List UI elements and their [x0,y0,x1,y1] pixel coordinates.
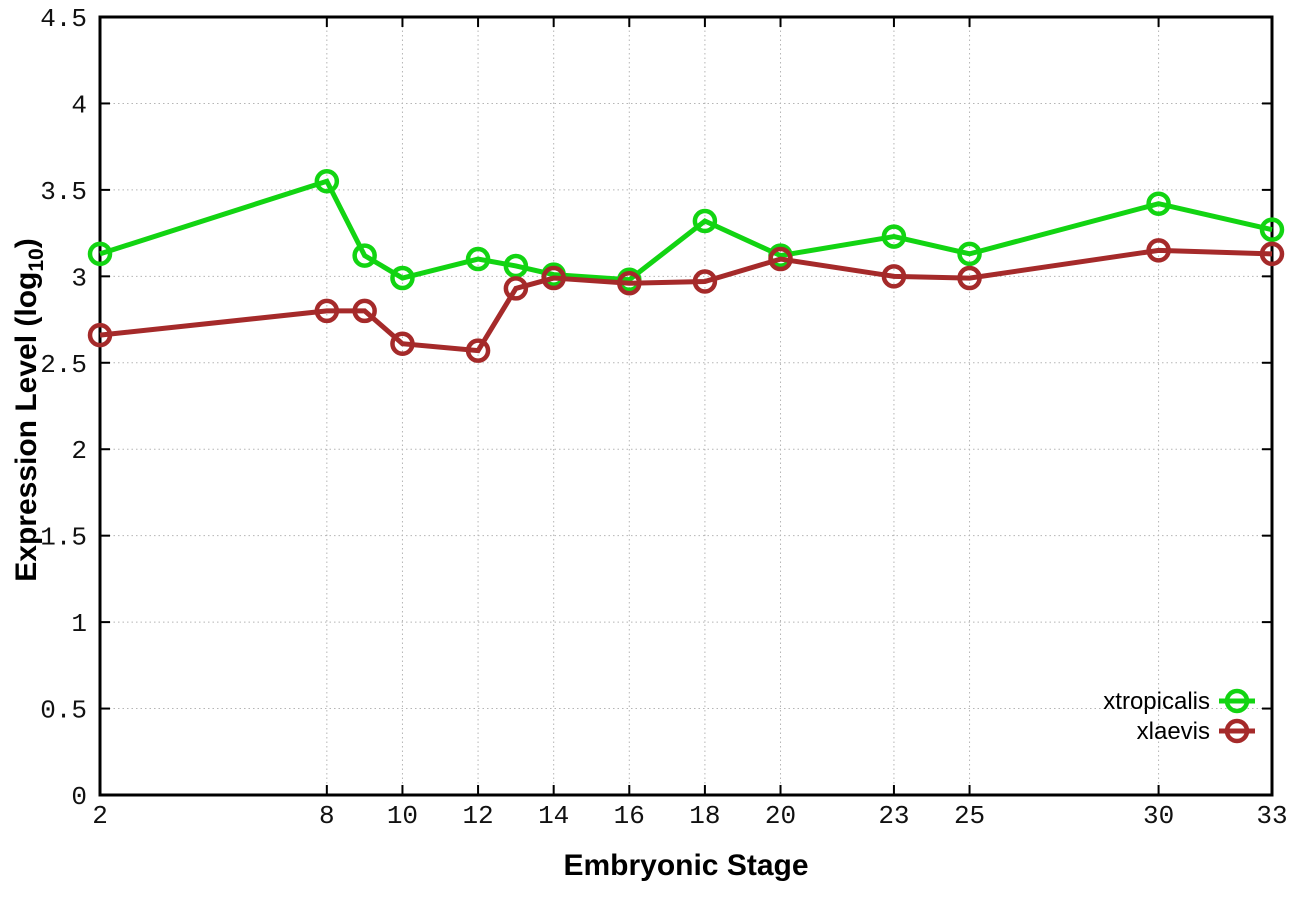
y-tick-label: 1 [71,609,87,639]
data-point-marker-xtropicalis [87,241,113,267]
data-point-marker-xlaevis [768,246,793,272]
data-point-marker-xlaevis [390,331,415,357]
x-axis-title: Embryonic Stage [563,849,809,882]
data-point-marker-xlaevis [503,276,529,301]
data-point-marker-xlaevis [314,298,340,324]
data-point-marker-xlaevis [881,264,907,289]
series-line-xlaevis [99,247,1273,354]
y-tick-label: 4.5 [40,4,87,34]
data-point-marker-xtropicalis [957,241,982,267]
data-point-marker-xlaevis [87,322,113,348]
y-tick-label: 0 [71,782,87,812]
y-axis-title: Expression Level (log10) [10,238,48,582]
x-tick-label: 23 [878,801,909,831]
y-tick-label: 3 [71,263,87,293]
legend-marker-xtropicalis [1224,688,1250,714]
y-axis-title-subscript: 10 [25,248,48,272]
y-axis-title-main: Expression Level (log [10,271,43,582]
data-point-marker-xlaevis [692,269,718,294]
data-point-marker-xtropicalis [465,246,491,272]
data-point-marker-xtropicalis [390,265,415,291]
plot-border [98,15,1274,797]
data-point-marker-xlaevis [352,298,377,324]
data-point-marker-xtropicalis [692,208,718,234]
y-tick-label: 3.5 [40,177,87,207]
data-point-marker-xtropicalis [1259,217,1285,242]
data-point-marker-xlaevis [957,265,982,291]
data-point-marker-xtropicalis [503,253,529,279]
data-point-marker-xtropicalis [352,243,377,268]
y-axis-title-end: ) [10,238,43,249]
series-line-xtropicalis [99,178,1273,283]
x-tick-label: 8 [319,801,335,831]
x-tick-label: 10 [387,801,418,831]
data-point-marker-xlaevis [1259,241,1285,267]
data-point-marker-xlaevis [617,270,642,296]
data-point-marker-xtropicalis [1146,191,1171,216]
x-tick-label: 25 [954,801,985,831]
data-point-marker-xtropicalis [314,168,340,194]
data-point-marker-xtropicalis [881,224,907,249]
legend-label-xtropicalis: xtropicalis [1103,688,1210,715]
y-tick-label: 4 [71,90,87,120]
x-tick-label: 14 [538,801,569,831]
y-tick-label: 2.5 [40,350,87,380]
data-point-marker-xlaevis [1146,238,1171,263]
x-tick-label: 33 [1256,801,1287,831]
data-point-marker-xlaevis [465,338,491,363]
legend-marker-xlaevis [1224,718,1250,744]
y-tick-label: 1.5 [40,523,87,553]
x-tick-label: 2 [92,801,108,831]
y-tick-label: 0.5 [40,696,87,726]
x-tick-label: 12 [462,801,493,831]
x-tick-label: 20 [765,801,796,831]
data-point-marker-xlaevis [541,265,566,291]
legend-label-xlaevis: xlaevis [1137,718,1210,745]
x-tick-label: 18 [689,801,720,831]
x-tick-label: 16 [614,801,645,831]
y-tick-label: 2 [71,436,87,466]
x-tick-label: 30 [1143,801,1174,831]
